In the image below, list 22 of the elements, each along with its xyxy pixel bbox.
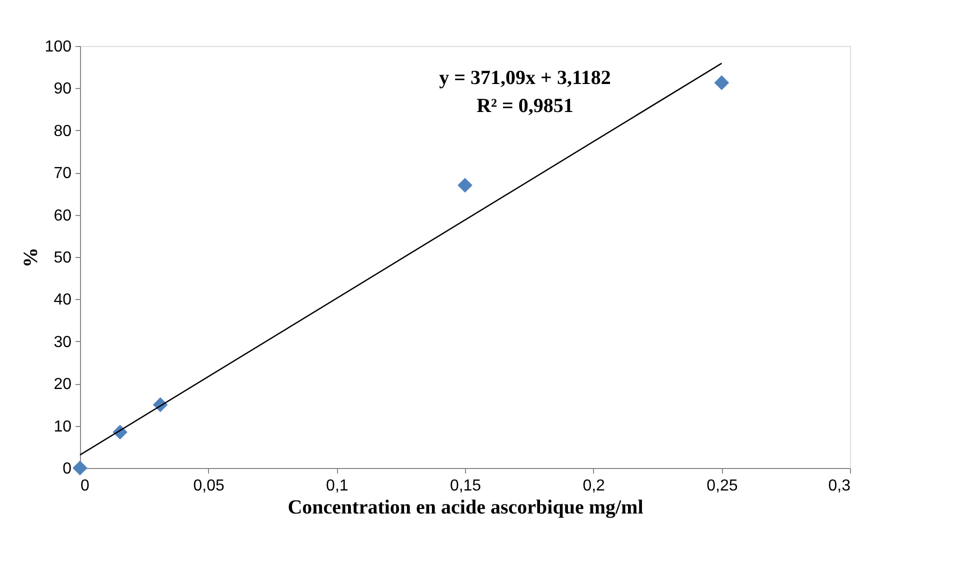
x-tick-label: 0,3 — [828, 478, 851, 494]
y-tick-label: 0 — [62, 460, 72, 478]
x-axis-title: Concentration en acide ascorbique mg/ml — [288, 496, 644, 518]
x-tick-label: 0,2 — [582, 478, 606, 494]
x-tick-label: 0,05 — [193, 478, 225, 494]
y-axis-title: % — [20, 248, 42, 268]
annotation: R² = 0,9851 — [476, 95, 574, 117]
x-tick-label: 0,25 — [706, 478, 738, 494]
x-tick-label: 0 — [80, 478, 90, 494]
x-tick-label: 0,15 — [450, 478, 482, 494]
y-tick-label: 100 — [44, 38, 72, 56]
y-tick-label: 80 — [54, 122, 72, 140]
y-tick-label: 70 — [54, 165, 72, 182]
y-tick-label: 30 — [54, 334, 72, 351]
y-tick-label: 60 — [54, 207, 72, 224]
y-tick-label: 40 — [54, 292, 72, 309]
x-tick-label: 0,1 — [326, 478, 348, 494]
y-tick-label: 50 — [54, 250, 72, 266]
y-tick-label: 10 — [54, 418, 72, 436]
y-tick-label: 20 — [54, 376, 72, 394]
y-tick-label: 90 — [54, 80, 72, 98]
annotation: y = 371,09x + 3,1182 — [439, 67, 611, 89]
